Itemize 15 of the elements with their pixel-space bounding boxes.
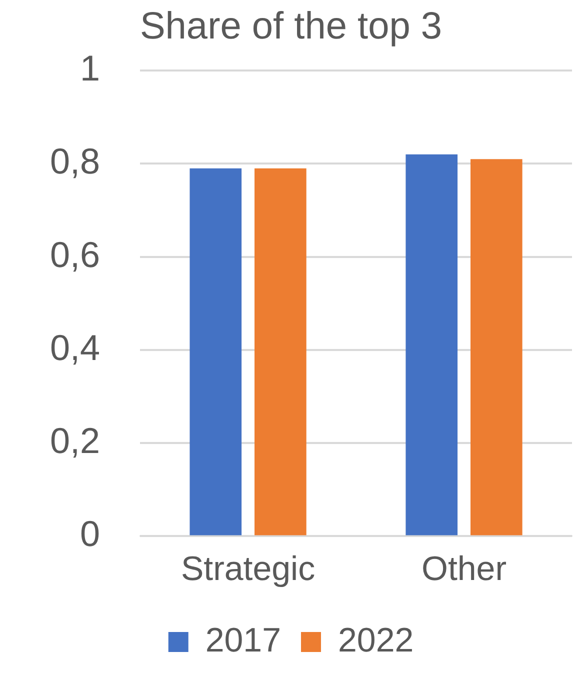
bar	[190, 168, 242, 536]
legend-label: 2022	[338, 621, 414, 660]
legend-label: 2017	[205, 621, 282, 660]
x-tick-label: Strategic	[180, 550, 316, 588]
y-tick-label: 0,4	[50, 326, 100, 368]
y-tick-label: 0,6	[50, 234, 100, 275]
bar	[254, 168, 306, 536]
bar	[406, 154, 458, 536]
x-tick-label: Other	[421, 550, 507, 588]
bar	[470, 159, 522, 536]
y-tick-label: 0,2	[50, 420, 100, 461]
y-tick-label: 0	[80, 513, 100, 554]
y-tick-label: 0,8	[50, 140, 100, 182]
y-tick-label: 1	[80, 48, 100, 89]
chart-title: Share of the top 3	[140, 5, 442, 48]
